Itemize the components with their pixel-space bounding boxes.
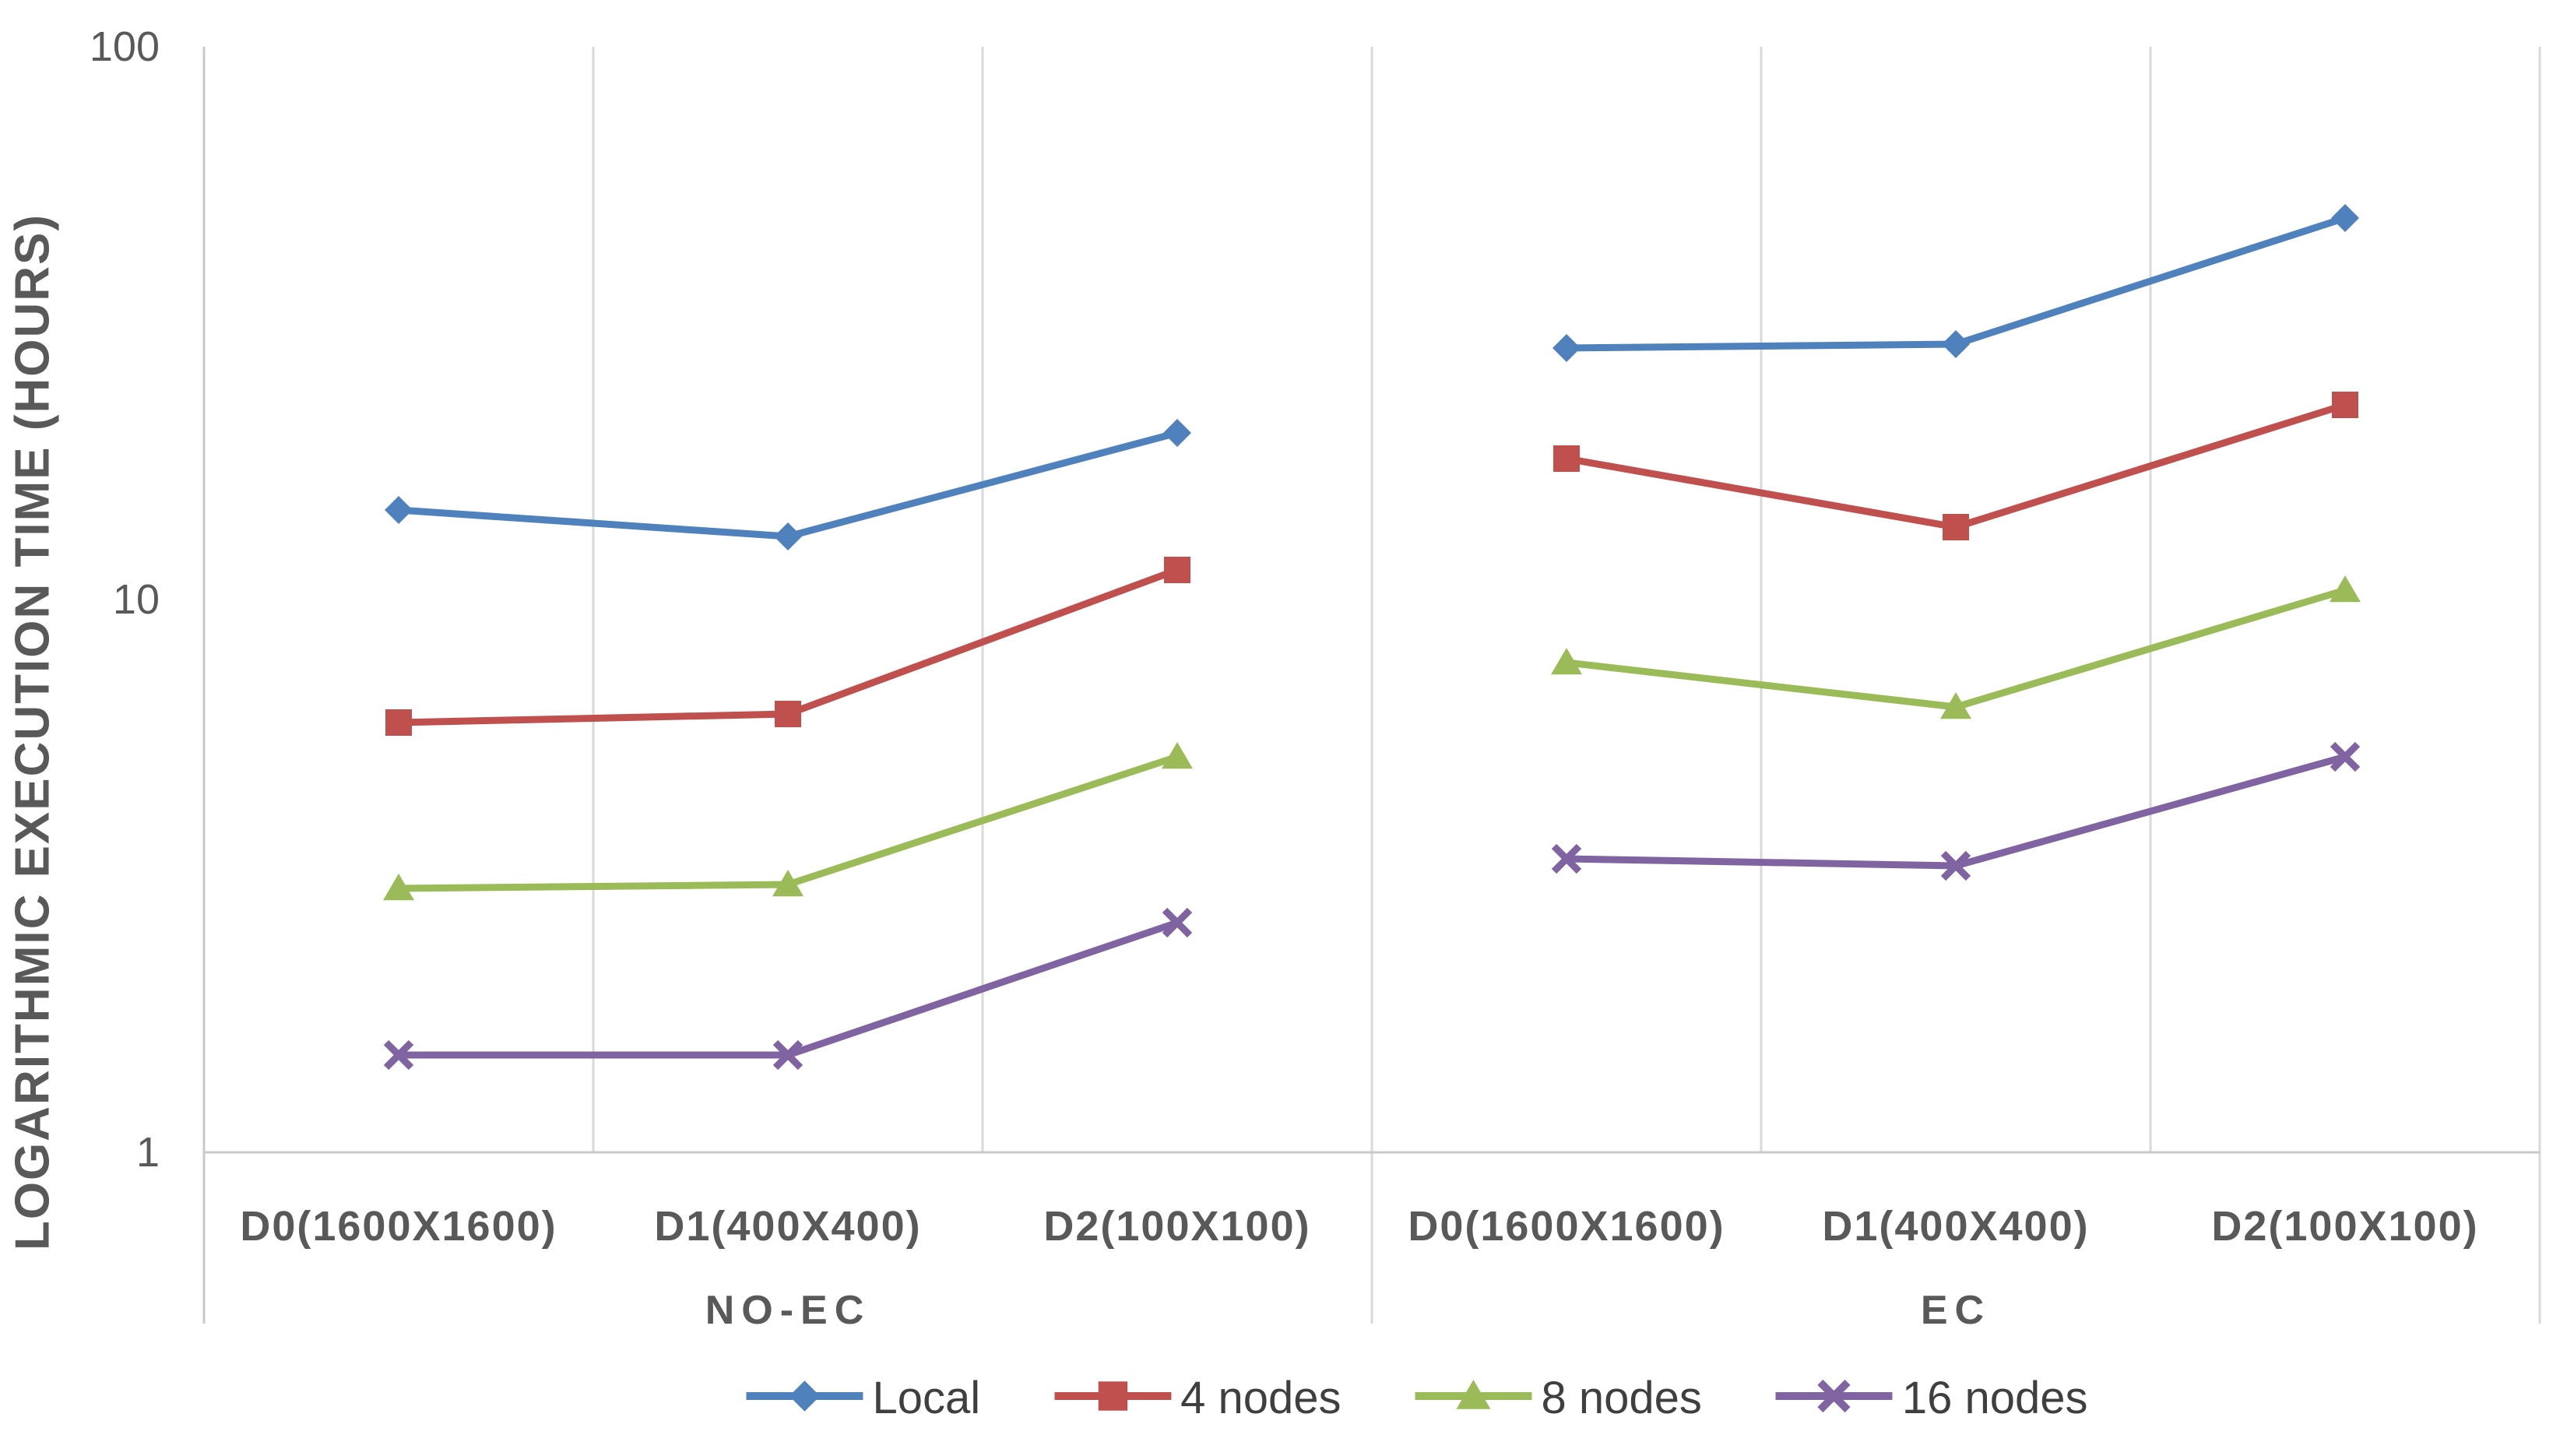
data-point-marker [1551, 648, 1582, 675]
series-16-nodes-line [399, 919, 1179, 1059]
data-point-marker [385, 496, 413, 524]
data-point-marker [1553, 334, 1581, 362]
group-label-ec: EC [1920, 1288, 1992, 1333]
data-point-marker [2332, 392, 2358, 418]
series-16-nodes [383, 741, 2361, 1071]
data-point-marker [1163, 419, 1191, 447]
data-point-marker [385, 709, 412, 736]
x-tick-label: D1(400X400) [654, 1203, 922, 1250]
x-tick-label: D1(400X400) [1822, 1203, 2090, 1250]
data-point-marker [1940, 692, 1971, 719]
legend: Local 4 nodes 8 nodes 16 nodes [746, 1361, 2088, 1435]
legend-item-local: Local [746, 1361, 980, 1435]
data-point-marker [1942, 330, 1970, 358]
series-local-line [1566, 214, 2347, 352]
data-point-marker [1162, 742, 1193, 769]
data-point-marker [772, 870, 804, 897]
legend-marker-local [746, 1361, 863, 1435]
x-tick-label: D0(1600X1600) [1408, 1203, 1725, 1250]
series-4-nodes-line [1566, 401, 2347, 531]
legend-label: 4 nodes [1180, 1373, 1342, 1423]
legend-marker-16-nodes [1775, 1361, 1893, 1435]
data-point-marker [2330, 741, 2361, 772]
legend-item-4-nodes: 4 nodes [1054, 1361, 1342, 1435]
legend-item-16-nodes: 16 nodes [1775, 1361, 2088, 1435]
data-point-marker [1162, 907, 1193, 938]
series-16-nodes-line [1566, 753, 2347, 870]
data-point-marker [789, 1380, 821, 1412]
data-point-marker [1551, 843, 1582, 874]
data-point-marker [774, 522, 802, 550]
legend-marker-8-nodes [1415, 1361, 1532, 1435]
series-4-nodes-line [398, 566, 1179, 726]
series-8-nodes-line [1566, 586, 2347, 711]
y-tick-label: 10 [112, 576, 160, 623]
series-8-nodes [383, 575, 2361, 901]
series-8-nodes-line [398, 753, 1179, 892]
data-point-marker [1553, 445, 1580, 472]
legend-label: 16 nodes [1901, 1373, 2088, 1423]
data-point-marker [383, 874, 414, 901]
data-point-marker [1098, 1381, 1127, 1411]
legend-marker-4-nodes [1054, 1361, 1172, 1435]
legend-label: 8 nodes [1541, 1373, 1702, 1423]
series-local [385, 204, 2359, 550]
data-point-marker [1940, 850, 1971, 881]
x-tick-label: D2(100X100) [2211, 1203, 2479, 1250]
legend-item-8-nodes: 8 nodes [1415, 1361, 1702, 1435]
y-tick-label: 1 [135, 1129, 160, 1176]
data-point-marker [2331, 204, 2359, 232]
series-4-nodes [385, 392, 2358, 736]
data-point-marker [1817, 1379, 1851, 1413]
x-tick-label: D0(1600X1600) [240, 1203, 557, 1250]
legend-label: Local [872, 1373, 981, 1423]
series-local-line [398, 429, 1179, 540]
group-label-no-ec: NO-EC [705, 1288, 871, 1333]
data-point-marker [772, 1039, 804, 1071]
data-point-marker [2330, 575, 2361, 603]
data-point-marker [1164, 557, 1190, 583]
data-point-marker [1943, 514, 1969, 540]
data-point-marker [775, 701, 801, 727]
data-point-marker [1456, 1380, 1491, 1409]
data-point-marker [383, 1039, 414, 1071]
x-tick-label: D2(100X100) [1043, 1203, 1311, 1250]
y-tick-label: 100 [89, 23, 160, 70]
